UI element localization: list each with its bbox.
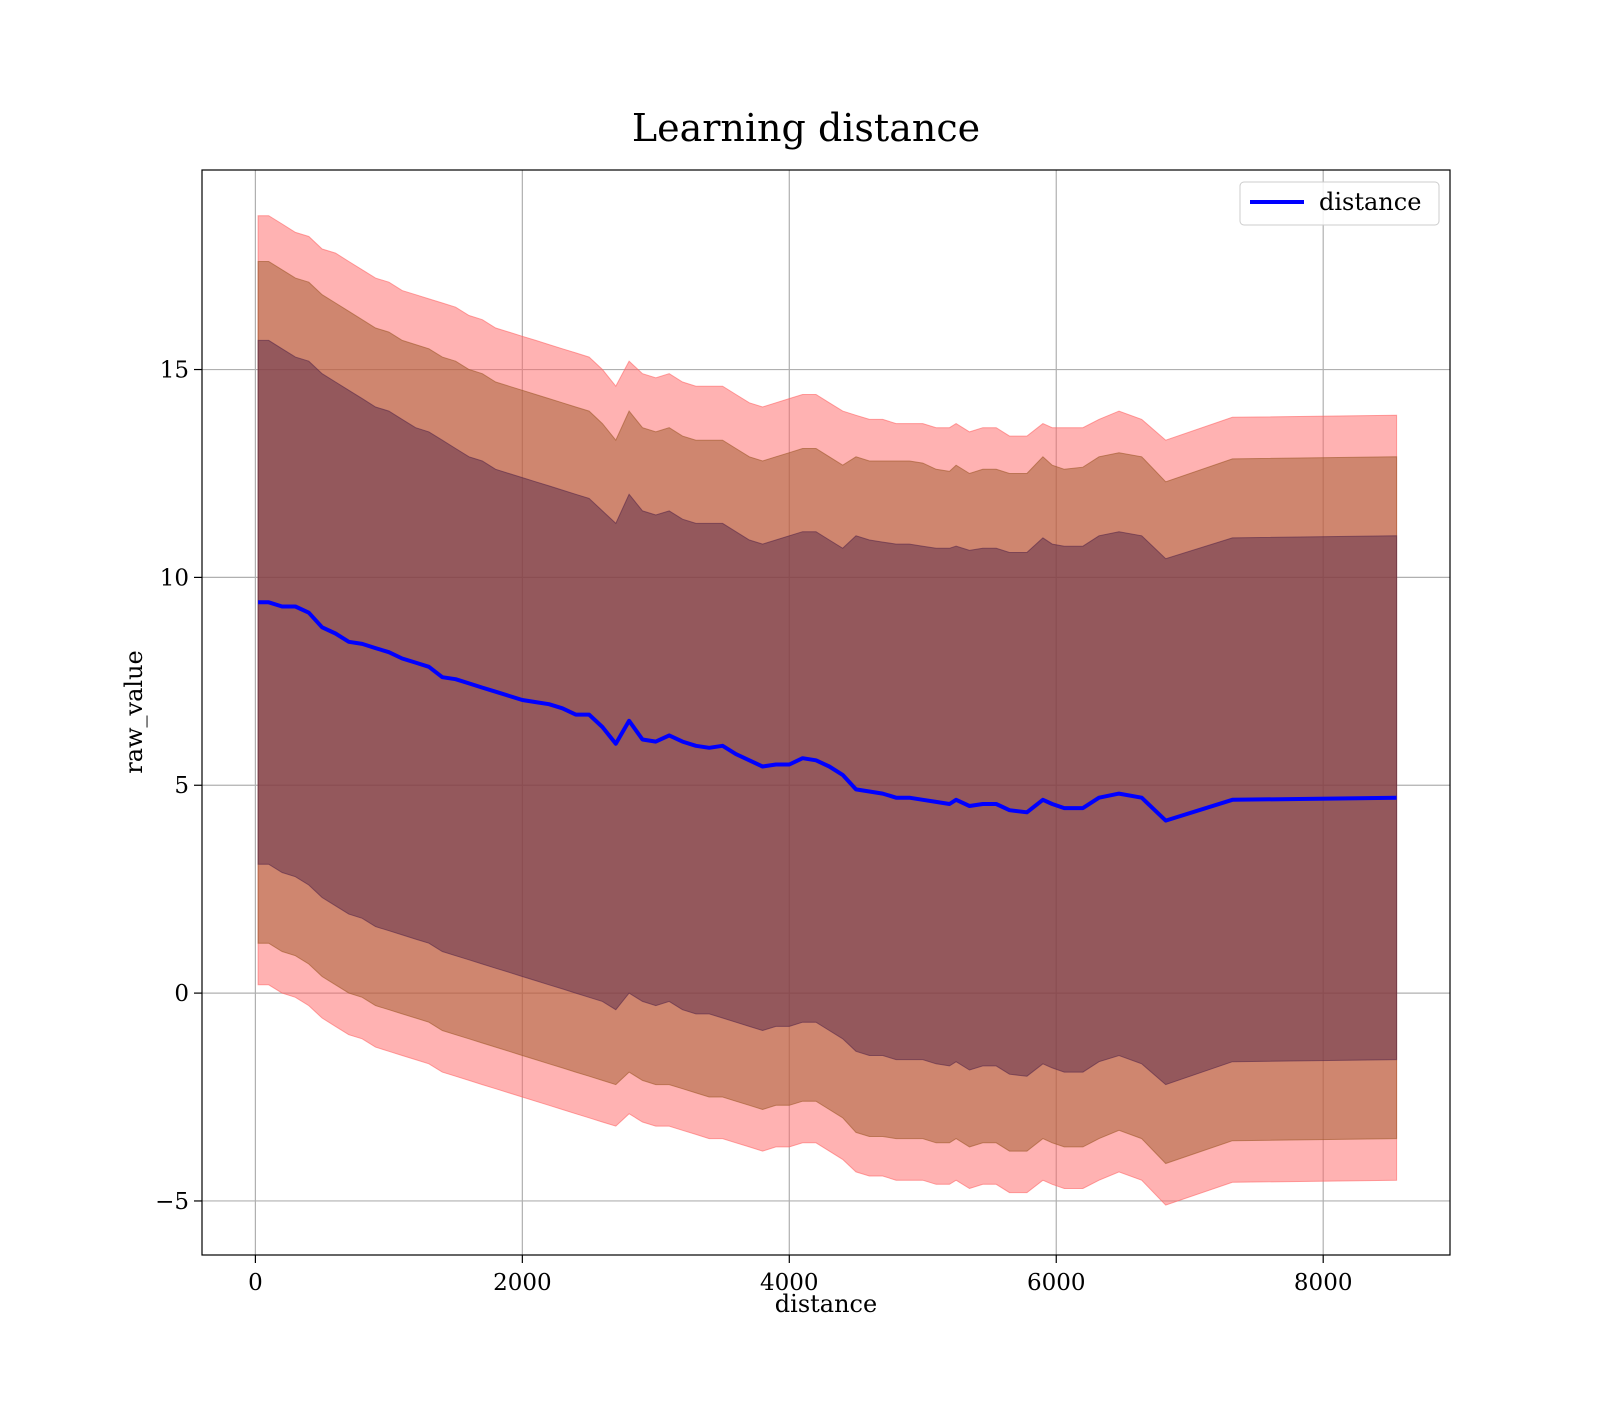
x-tick-label-1: 2000 bbox=[493, 1270, 552, 1296]
x-tick-label-0: 0 bbox=[248, 1270, 263, 1296]
x-axis-label: distance bbox=[775, 1290, 877, 1318]
plot-frame bbox=[201, 169, 1451, 1256]
series-lines bbox=[258, 600, 1397, 823]
series-line-distance bbox=[258, 600, 1397, 823]
y-tick-label-2: 5 bbox=[174, 773, 189, 799]
x-tick-label-4: 8000 bbox=[1294, 1270, 1353, 1296]
legend: distance bbox=[1239, 181, 1440, 226]
y-axis-label: raw_value bbox=[120, 650, 148, 774]
confidence-bands bbox=[257, 215, 1398, 1206]
legend-label: distance bbox=[1319, 188, 1421, 216]
y-axis-ticks: −5 0 5 10 15 bbox=[155, 358, 202, 1215]
y-tick-label-0: −5 bbox=[155, 1189, 189, 1215]
x-axis-ticks: 0 2000 4000 6000 8000 bbox=[248, 1255, 1352, 1296]
y-tick-label-4: 15 bbox=[160, 358, 189, 384]
x-tick-label-3: 6000 bbox=[1027, 1270, 1086, 1296]
chart-title: Learning distance bbox=[632, 106, 980, 150]
y-tick-label-1: 0 bbox=[174, 981, 189, 1007]
y-tick-label-3: 10 bbox=[160, 565, 189, 591]
band-inner bbox=[257, 339, 1398, 1086]
legend-box bbox=[1239, 181, 1440, 226]
x-tick-label-2: 4000 bbox=[760, 1270, 819, 1296]
